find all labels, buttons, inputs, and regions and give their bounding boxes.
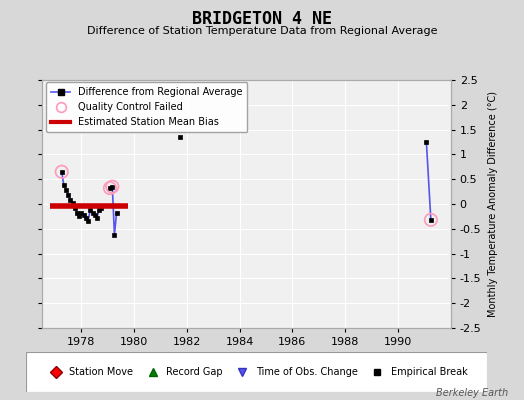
- Legend: Difference from Regional Average, Quality Control Failed, Estimated Station Mean: Difference from Regional Average, Qualit…: [46, 82, 247, 132]
- Point: [106, 185, 114, 191]
- Y-axis label: Monthly Temperature Anomaly Difference (°C): Monthly Temperature Anomaly Difference (…: [488, 91, 498, 317]
- FancyBboxPatch shape: [26, 352, 487, 392]
- Point: [427, 217, 435, 223]
- Text: Difference of Station Temperature Data from Regional Average: Difference of Station Temperature Data f…: [87, 26, 437, 36]
- Point: [108, 184, 116, 190]
- Legend: Station Move, Record Gap, Time of Obs. Change, Empirical Break: Station Move, Record Gap, Time of Obs. C…: [46, 367, 467, 377]
- Point: [58, 168, 66, 175]
- Text: Berkeley Earth: Berkeley Earth: [436, 388, 508, 398]
- Text: BRIDGETON 4 NE: BRIDGETON 4 NE: [192, 10, 332, 28]
